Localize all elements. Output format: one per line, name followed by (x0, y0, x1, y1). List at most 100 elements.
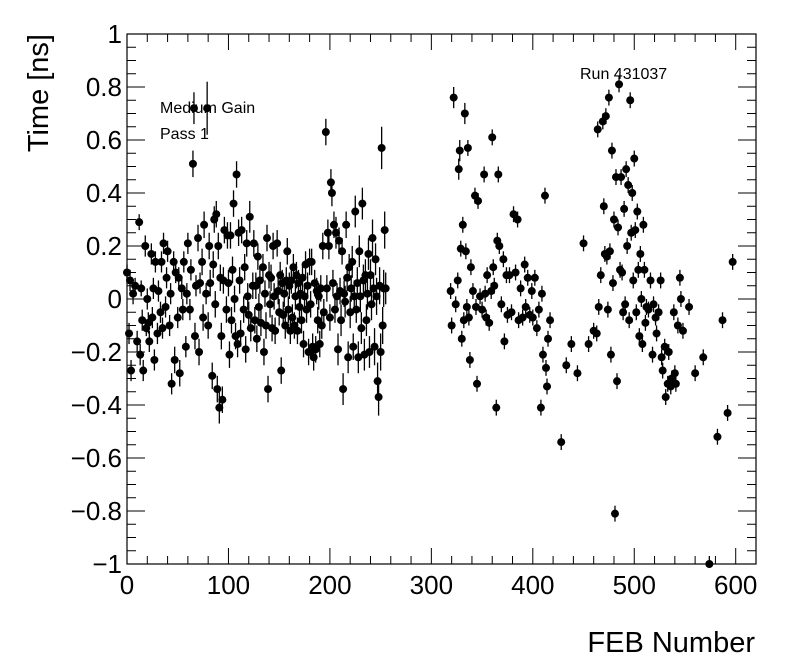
data-point (465, 352, 474, 368)
point-marker (218, 395, 227, 404)
data-point (521, 299, 530, 315)
data-point (728, 253, 737, 270)
data-point (363, 277, 372, 310)
data-point (158, 317, 167, 339)
data-point (306, 291, 315, 318)
point-marker (297, 316, 306, 325)
data-point (209, 251, 218, 278)
data-point (457, 330, 466, 347)
point-marker (610, 509, 619, 518)
point-marker (334, 345, 343, 354)
point-marker (299, 340, 308, 349)
data-point (473, 375, 482, 392)
data-point (260, 280, 269, 307)
point-marker (378, 321, 387, 330)
point-marker (601, 112, 610, 121)
data-point (536, 399, 545, 416)
point-marker (466, 263, 475, 272)
data-point (175, 359, 184, 387)
x-axis-title: FEB Number (587, 627, 755, 659)
data-point (492, 399, 501, 416)
data-point (376, 333, 385, 371)
data-point (520, 256, 529, 273)
data-point (623, 238, 632, 254)
data-point (240, 253, 249, 281)
point-marker (206, 279, 215, 288)
point-marker (480, 170, 489, 179)
point-marker (237, 226, 246, 235)
point-marker (649, 300, 658, 309)
point-marker (189, 104, 198, 113)
data-point (182, 283, 191, 305)
point-marker (543, 382, 552, 391)
point-marker (148, 313, 157, 322)
point-marker (521, 302, 530, 311)
point-marker (259, 348, 268, 356)
point-marker (625, 316, 634, 325)
point-marker (652, 329, 661, 338)
data-point (196, 272, 205, 294)
point-marker (520, 260, 529, 269)
data-point (460, 102, 469, 125)
data-point (481, 285, 490, 302)
data-point (511, 264, 520, 281)
point-marker (260, 289, 269, 298)
data-points (123, 76, 737, 568)
data-point (203, 81, 212, 135)
point-marker (215, 403, 224, 412)
point-marker (630, 154, 639, 163)
data-point (214, 232, 223, 260)
data-point (594, 299, 603, 315)
data-point (639, 216, 648, 233)
data-point (131, 277, 140, 294)
point-marker (599, 202, 608, 211)
data-point (447, 317, 456, 334)
data-point (661, 389, 670, 405)
data-point (631, 222, 640, 239)
point-marker (167, 379, 176, 388)
data-point (541, 359, 550, 376)
point-marker (621, 300, 630, 309)
point-marker (691, 369, 700, 378)
point-marker (567, 340, 576, 349)
data-point (186, 259, 195, 281)
point-marker (315, 340, 324, 349)
data-point (334, 333, 343, 366)
point-marker (185, 305, 194, 314)
data-point (325, 304, 334, 331)
point-marker (596, 271, 605, 280)
data-point (232, 161, 241, 188)
data-point (365, 336, 374, 368)
point-marker (528, 313, 537, 322)
point-marker (163, 247, 172, 256)
point-marker (594, 302, 603, 311)
data-point (632, 304, 641, 321)
point-marker (309, 353, 318, 362)
data-point (489, 259, 498, 276)
x-tick-label: 600 (714, 570, 757, 600)
data-point (634, 261, 643, 278)
point-marker (604, 93, 613, 102)
data-point (468, 283, 477, 299)
data-point (648, 346, 657, 363)
data-point (532, 320, 541, 337)
point-marker (453, 276, 462, 285)
point-marker (243, 292, 252, 301)
point-marker (363, 289, 372, 298)
data-point (654, 304, 663, 321)
data-point (259, 338, 268, 366)
point-marker (174, 273, 183, 282)
data-point (516, 280, 525, 297)
point-marker (495, 242, 504, 250)
data-point (629, 272, 638, 289)
data-point (699, 349, 708, 366)
data-point (261, 312, 270, 339)
data-point (224, 269, 233, 297)
point-marker (318, 242, 327, 250)
data-point (211, 291, 220, 318)
data-point (377, 126, 386, 170)
data-point (537, 285, 546, 302)
point-marker (277, 366, 286, 375)
data-point (183, 232, 192, 254)
point-marker (281, 321, 290, 330)
